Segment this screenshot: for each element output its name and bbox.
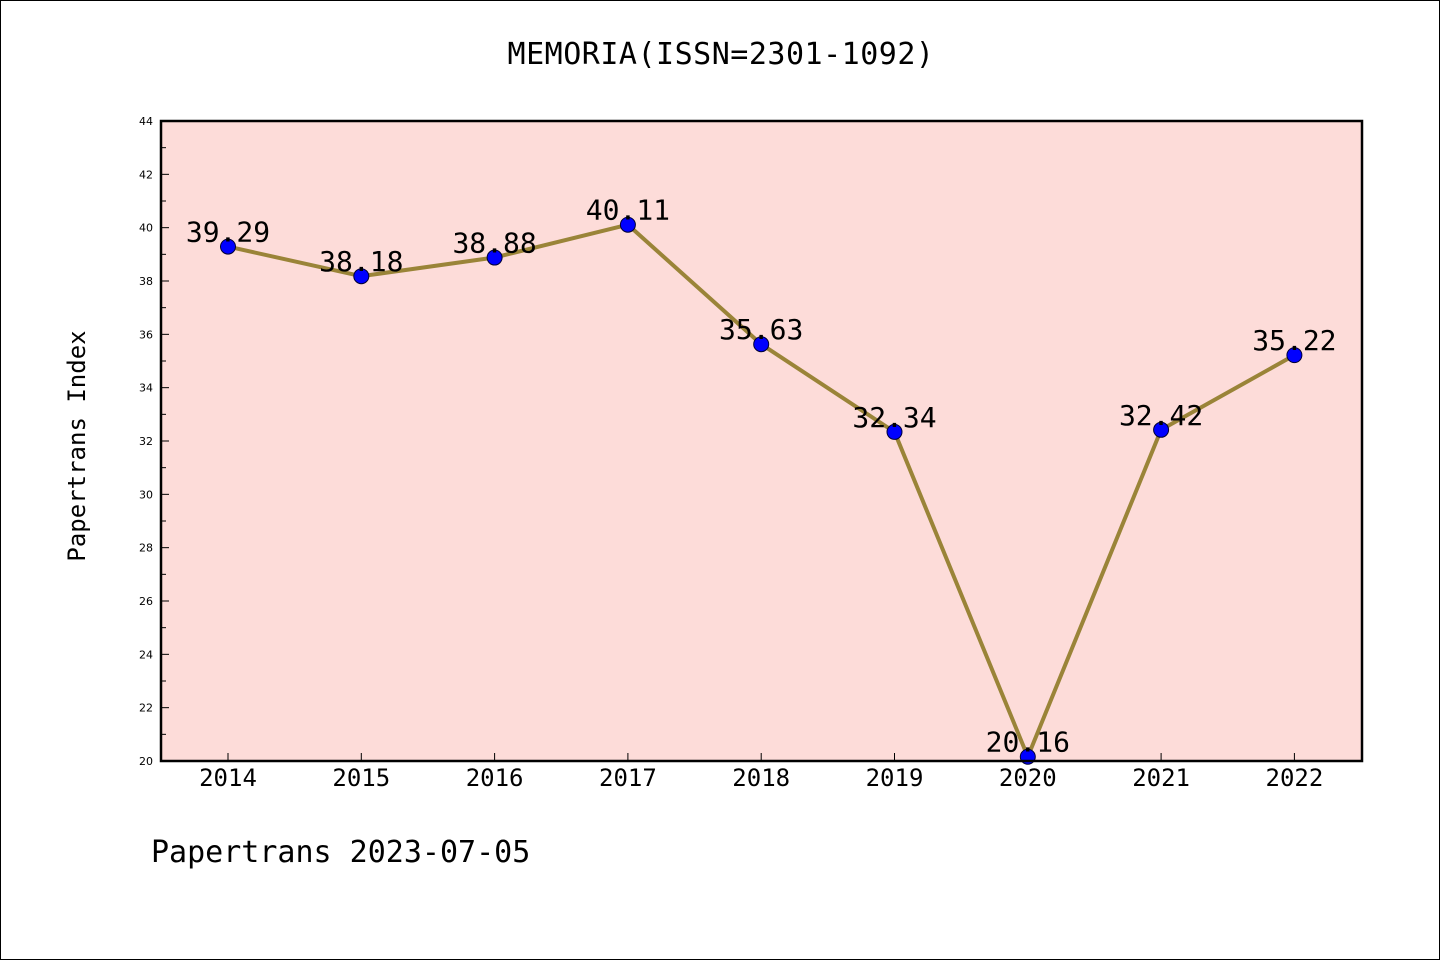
y-tick-label: 38 bbox=[139, 275, 153, 288]
data-label: 38.18 bbox=[319, 245, 403, 278]
y-tick-label: 40 bbox=[139, 222, 153, 235]
plot-frame bbox=[159, 119, 1364, 763]
y-tick-label: 44 bbox=[139, 115, 153, 128]
x-tick-label: 2016 bbox=[466, 764, 524, 792]
data-point bbox=[220, 238, 236, 255]
data-point bbox=[886, 423, 903, 440]
data-label: 35.22 bbox=[1252, 324, 1336, 357]
data-point bbox=[619, 216, 636, 233]
data-point bbox=[1286, 347, 1303, 364]
x-tick-label: 2021 bbox=[1132, 764, 1190, 792]
footer-caption: Papertrans 2023-07-05 bbox=[151, 835, 531, 870]
data-label: 20.16 bbox=[986, 726, 1070, 759]
x-tick-label: 2014 bbox=[199, 764, 257, 792]
x-tick-label: 2022 bbox=[1266, 764, 1324, 792]
data-point bbox=[353, 268, 370, 285]
y-tick-label: 26 bbox=[139, 595, 153, 608]
data-point bbox=[1153, 421, 1170, 438]
data-point bbox=[753, 336, 770, 353]
y-tick-label: 36 bbox=[139, 328, 153, 341]
y-tick-label: 24 bbox=[139, 648, 153, 661]
y-tick-label: 34 bbox=[139, 382, 153, 395]
data-label: 32.34 bbox=[852, 401, 936, 434]
data-label: 40.11 bbox=[586, 194, 670, 227]
y-tick-label: 28 bbox=[139, 542, 153, 555]
y-tick-label: 30 bbox=[139, 488, 153, 501]
data-label: 39.29 bbox=[186, 216, 270, 249]
x-tick-label: 2019 bbox=[866, 764, 924, 792]
data-label: 35.63 bbox=[719, 313, 803, 346]
data-label: 38.88 bbox=[452, 227, 536, 260]
y-tick-label: 32 bbox=[139, 435, 153, 448]
y-tick-label: 20 bbox=[139, 755, 153, 768]
data-label: 32.42 bbox=[1119, 399, 1203, 432]
x-tick-label: 2017 bbox=[599, 764, 657, 792]
x-tick-label: 2018 bbox=[732, 764, 790, 792]
data-point bbox=[486, 249, 503, 266]
y-tick-label: 42 bbox=[139, 168, 153, 181]
x-tick-label: 2020 bbox=[999, 764, 1057, 792]
x-tick-label: 2015 bbox=[332, 764, 390, 792]
plot-area bbox=[161, 121, 1362, 761]
y-tick-label: 22 bbox=[139, 702, 153, 715]
chart-title: MEMORIA(ISSN=2301-1092) bbox=[507, 37, 935, 72]
